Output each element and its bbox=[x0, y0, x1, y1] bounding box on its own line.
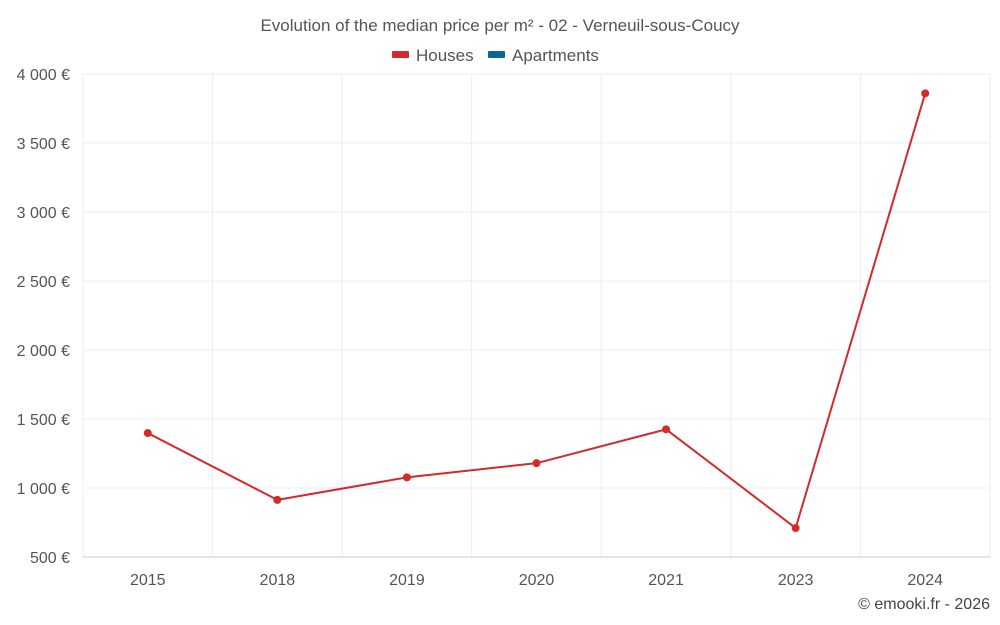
y-tick-label: 2 500 € bbox=[17, 274, 70, 291]
y-tick-label: 4 000 € bbox=[17, 67, 70, 84]
legend-swatch-apartments bbox=[488, 51, 505, 58]
credit: © emooki.fr - 2026 bbox=[858, 596, 990, 613]
x-tick-label: 2018 bbox=[260, 572, 296, 589]
y-axis-ticks: 500 € 1 000 € 1 500 € 2 000 € 2 500 € 3 000 €… bbox=[17, 67, 70, 567]
x-tick-label: 2015 bbox=[130, 572, 166, 589]
data-point[interactable] bbox=[402, 473, 411, 482]
legend-label-apartments: Apartments bbox=[512, 46, 599, 65]
y-tick-label: 1 000 € bbox=[17, 481, 70, 498]
series-houses bbox=[143, 89, 930, 533]
y-tick-label: 3 000 € bbox=[17, 205, 70, 222]
x-tick-label: 2019 bbox=[389, 572, 425, 589]
legend: Houses Apartments bbox=[392, 46, 599, 65]
x-tick-label: 2024 bbox=[907, 572, 943, 589]
x-tick-label: 2023 bbox=[778, 572, 814, 589]
data-point[interactable] bbox=[921, 89, 930, 98]
legend-swatch-houses bbox=[392, 51, 409, 58]
data-point[interactable] bbox=[791, 524, 800, 533]
x-axis-ticks: 2015 2018 2019 2020 2021 2023 2024 bbox=[130, 572, 943, 589]
data-point[interactable] bbox=[532, 459, 541, 468]
legend-label-houses: Houses bbox=[416, 46, 474, 65]
data-point[interactable] bbox=[273, 495, 282, 504]
data-point[interactable] bbox=[662, 425, 671, 434]
x-tick-label: 2020 bbox=[519, 572, 555, 589]
gridlines bbox=[82, 73, 991, 557]
y-tick-label: 1 500 € bbox=[17, 412, 70, 429]
x-tick-label: 2021 bbox=[648, 572, 684, 589]
chart-title: Evolution of the median price per m² - 0… bbox=[260, 16, 740, 35]
legend-item-apartments[interactable]: Apartments bbox=[488, 46, 599, 65]
y-tick-label: 500 € bbox=[30, 550, 70, 567]
legend-item-houses[interactable]: Houses bbox=[392, 46, 474, 65]
y-tick-label: 3 500 € bbox=[17, 136, 70, 153]
y-tick-label: 2 000 € bbox=[17, 343, 70, 360]
data-point[interactable] bbox=[143, 429, 152, 438]
